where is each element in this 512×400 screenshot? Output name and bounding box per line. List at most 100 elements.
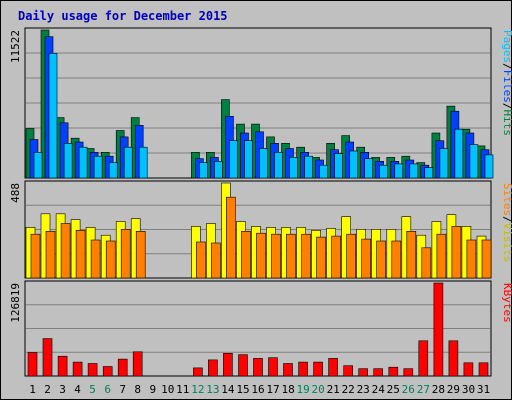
bar — [346, 233, 357, 279]
day-label: 19 — [296, 383, 309, 396]
bar — [253, 358, 263, 377]
hits-panel-legend: Pages/Files/Hits — [501, 30, 512, 136]
bar — [301, 233, 311, 279]
bar — [102, 366, 113, 377]
day-label: 25 — [387, 383, 400, 396]
kbytes-panel-legend: KBytes — [501, 283, 512, 323]
bar — [214, 161, 223, 179]
chart-panels: 11522Pages/Files/Hits488Sites/Visits1268… — [9, 27, 512, 377]
bar — [42, 338, 53, 377]
legend-entry: KBytes — [501, 283, 512, 323]
bar — [424, 167, 434, 179]
day-label: 2 — [44, 383, 51, 396]
bar — [196, 241, 206, 279]
day-label: 3 — [59, 383, 66, 396]
day-label: 6 — [104, 383, 111, 396]
bar — [361, 238, 372, 279]
bar — [33, 152, 43, 179]
day-label: 9 — [149, 383, 156, 396]
hits-panel-ymax-label: 11522 — [9, 30, 22, 63]
bar — [289, 157, 298, 179]
bar — [283, 363, 293, 377]
day-label: 21 — [327, 383, 340, 396]
bar — [349, 150, 359, 179]
bar — [93, 155, 103, 179]
bar — [448, 340, 459, 377]
bar — [454, 128, 464, 179]
bar — [138, 146, 148, 179]
kbytes-panel-ymax-label: 126819 — [9, 283, 22, 323]
bar — [481, 239, 492, 279]
bar — [27, 352, 38, 377]
bar — [87, 363, 98, 377]
bar — [268, 357, 278, 377]
day-label: 8 — [134, 383, 141, 396]
bar — [78, 146, 88, 179]
day-label: 30 — [462, 383, 475, 396]
day-label: 24 — [372, 383, 386, 396]
bar — [409, 163, 419, 179]
bar — [63, 143, 73, 179]
bar — [226, 196, 236, 279]
bar — [313, 361, 323, 377]
bar — [238, 354, 248, 377]
bar — [316, 236, 326, 279]
day-label: 1 — [29, 383, 36, 396]
bar — [105, 240, 116, 279]
bar — [358, 368, 369, 377]
bar — [418, 340, 429, 377]
bar — [241, 231, 251, 279]
bar — [135, 231, 146, 279]
bar — [463, 362, 474, 377]
day-label: 15 — [236, 383, 249, 396]
bar — [286, 233, 296, 279]
day-label: 5 — [89, 383, 96, 396]
bar — [439, 148, 449, 179]
bar — [274, 152, 283, 179]
day-label: 11 — [176, 383, 189, 396]
bar — [108, 162, 118, 179]
bar — [403, 368, 414, 377]
legend-entry: / — [501, 216, 512, 223]
bar — [259, 148, 268, 179]
bar — [469, 144, 479, 179]
legend-entry: Files — [501, 70, 512, 103]
bar — [30, 233, 41, 279]
day-label: 20 — [311, 383, 324, 396]
bar — [57, 355, 68, 377]
bar — [376, 240, 387, 279]
legend-entry: / — [501, 63, 512, 70]
day-label: 12 — [191, 383, 204, 396]
day-label: 4 — [74, 383, 81, 396]
bar — [328, 358, 338, 377]
bar — [433, 282, 444, 377]
bar — [319, 164, 328, 179]
bar — [75, 230, 86, 279]
legend-entry: Visits — [501, 223, 512, 263]
day-label: 31 — [477, 383, 490, 396]
bar — [421, 247, 432, 279]
visits-panel-series-sites — [30, 196, 492, 279]
day-label: 18 — [281, 383, 294, 396]
day-label: 13 — [206, 383, 219, 396]
legend-entry: Hits — [501, 110, 512, 137]
bar — [478, 362, 489, 377]
legend-entry: Sites — [501, 183, 512, 216]
legend-entry: Pages — [501, 30, 512, 63]
bar — [466, 239, 477, 279]
bar — [388, 366, 399, 377]
day-labels: 1 2 3 4 5 6 7 8 9 10 11 12 13 14 15 16 17 18 19 20 21 22 23 24 2… — [29, 383, 490, 396]
bar — [132, 351, 143, 377]
bar — [90, 239, 101, 279]
legend-entry: / — [501, 103, 512, 110]
day-label: 7 — [119, 383, 126, 396]
bar — [244, 140, 253, 179]
bar — [117, 358, 128, 377]
day-label: 28 — [432, 383, 445, 396]
kbytes-panel: 126819 KBytes — [9, 280, 512, 377]
visits-panel-legend: Sites/Visits — [501, 183, 512, 263]
day-label: 29 — [447, 383, 460, 396]
visits-panel-ymax-label: 488 — [9, 183, 22, 203]
